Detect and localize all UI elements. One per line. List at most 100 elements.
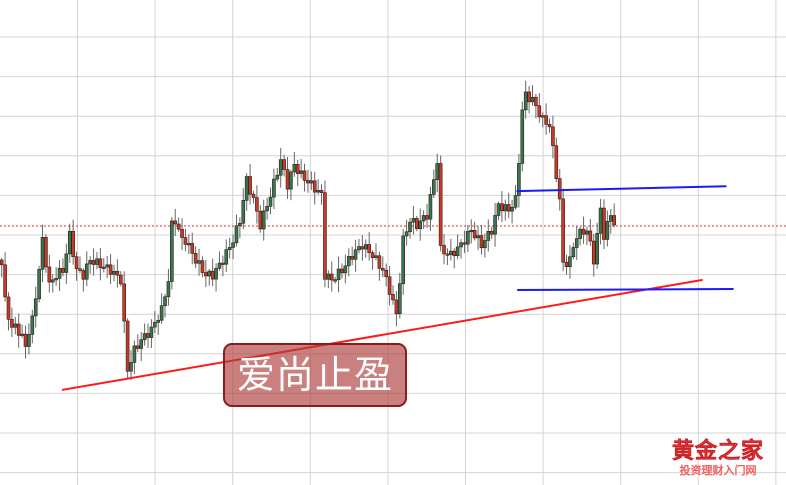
candle-up (398, 283, 402, 315)
candle-up (523, 91, 528, 111)
candle-up (401, 235, 406, 284)
candle-up (84, 263, 89, 280)
candle-down (323, 192, 327, 280)
candle-down (125, 320, 130, 372)
candle-up (595, 233, 599, 265)
candle-down (122, 283, 126, 322)
candle-down (285, 169, 290, 190)
candle-up (418, 220, 423, 230)
candle-down (319, 190, 324, 193)
candle-up (421, 215, 426, 222)
candle-down (452, 250, 457, 257)
candle-down (350, 256, 354, 260)
watermark-box: 爱尚止盈 (223, 343, 407, 407)
candle-up (574, 238, 579, 248)
candle-up (278, 159, 283, 176)
candle-down (91, 260, 96, 265)
candle-up (428, 194, 433, 220)
candle-down (71, 230, 75, 258)
candle-up (268, 196, 273, 207)
candle-down (190, 243, 195, 254)
candle-up (513, 195, 518, 208)
candle-down (210, 270, 215, 280)
candle-down (489, 231, 494, 235)
candle-down (3, 264, 7, 298)
candle-up (605, 221, 610, 240)
candle-up (129, 362, 133, 372)
candle-up (435, 163, 440, 180)
candle-up (244, 176, 249, 201)
candle-up (316, 190, 320, 193)
candle-down (537, 105, 542, 118)
candle-down (183, 237, 188, 245)
candle-up (333, 279, 337, 282)
candle-up (37, 269, 41, 300)
candle-up (578, 228, 582, 239)
candle-up (207, 270, 212, 277)
candle-up (105, 264, 109, 268)
candle-up (408, 221, 412, 233)
candle-up (459, 242, 463, 248)
candle-up (13, 323, 18, 328)
candle-down (367, 244, 371, 253)
candle-up (170, 220, 174, 282)
candle-down (527, 91, 531, 103)
candle-up (483, 240, 487, 249)
candle-up (343, 265, 348, 274)
candle-down (387, 276, 392, 295)
candle-up (142, 333, 147, 341)
candle-up (466, 231, 470, 245)
logo-subtitle: 投资理财入门网 (679, 464, 757, 477)
candle-down (472, 230, 477, 239)
candle-down (394, 299, 399, 315)
candle-up (486, 231, 491, 241)
candle-down (340, 268, 344, 274)
candle-up (520, 109, 525, 164)
candle-down (44, 237, 48, 268)
candle-up (227, 247, 232, 250)
candle-up (166, 281, 171, 298)
candle-down (108, 264, 113, 275)
candle-up (568, 256, 572, 268)
candle-up (159, 305, 164, 321)
candle-up (57, 267, 62, 279)
candle-down (255, 197, 259, 212)
candle-up (289, 171, 293, 190)
candle-up (469, 230, 474, 233)
candle-up (530, 96, 535, 103)
candle-up (217, 262, 222, 269)
candle-down (384, 269, 388, 278)
candle-down (612, 215, 616, 226)
candle-up (95, 258, 99, 265)
candle-down (251, 193, 256, 198)
candle-down (306, 180, 310, 184)
resistance-line (516, 185, 727, 193)
candle-up (20, 333, 24, 336)
candle-down (258, 210, 263, 230)
candle-down (295, 164, 300, 174)
candle-up (238, 222, 242, 227)
candle-down (377, 255, 382, 269)
candle-up (265, 206, 269, 212)
candle-down (564, 261, 569, 268)
candle-down (380, 268, 385, 271)
candle-down (0, 259, 4, 266)
candle-down (282, 159, 286, 170)
candle-up (449, 250, 453, 255)
candle-down (74, 256, 79, 270)
candle-down (176, 223, 181, 230)
candle-down (534, 96, 538, 107)
candle-down (506, 204, 511, 212)
candle-up (241, 200, 246, 224)
candle-down (591, 240, 596, 265)
candle-up (261, 210, 266, 230)
candle-down (136, 345, 140, 349)
candle-down (204, 272, 208, 277)
candle-down (370, 252, 375, 258)
candle-up (197, 260, 201, 264)
candle-down (415, 218, 419, 230)
candle-down (557, 178, 562, 200)
candle-down (248, 176, 252, 195)
candle-up (510, 206, 514, 212)
